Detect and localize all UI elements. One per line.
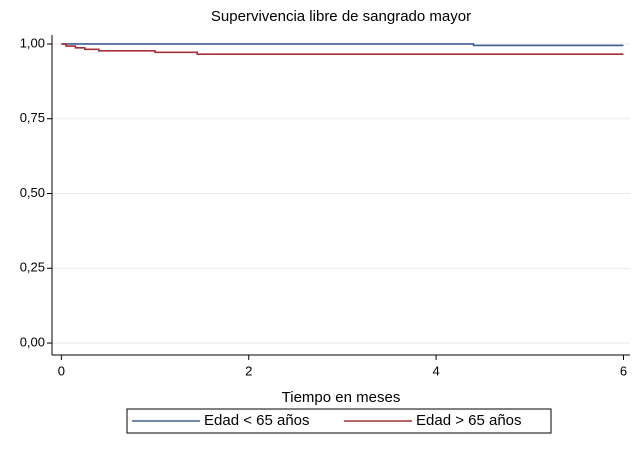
y-tick-label: 0,50 xyxy=(20,185,45,200)
legend-label: Edad > 65 años xyxy=(416,412,522,429)
legend-box xyxy=(126,408,552,434)
y-tick-label: 0,75 xyxy=(20,110,45,125)
survival-line xyxy=(61,43,624,47)
survival-line xyxy=(61,43,624,55)
y-tick-label: 0,00 xyxy=(20,334,45,349)
x-tick-label: 0 xyxy=(58,363,65,378)
x-axis-label: Tiempo en meses xyxy=(282,389,401,406)
x-tick-label: 6 xyxy=(620,363,627,378)
y-tick-label: 1,00 xyxy=(20,35,45,50)
legend-label: Edad < 65 años xyxy=(204,412,310,429)
x-tick-label: 2 xyxy=(245,363,252,378)
chart-title: Supervivencia libre de sangrado mayor xyxy=(211,8,471,25)
y-tick-label: 0,25 xyxy=(20,260,45,275)
x-tick-label: 4 xyxy=(432,363,439,378)
